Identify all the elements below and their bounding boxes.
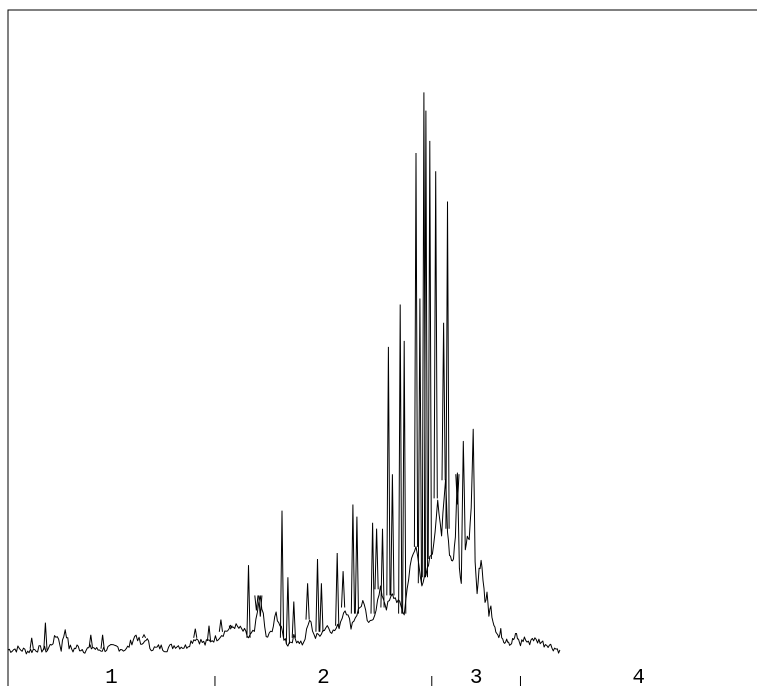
spectrum-peak <box>390 474 395 596</box>
spectrum-peak <box>319 583 324 632</box>
spectrum-trace-group <box>7 92 561 655</box>
spectrum-peak <box>279 510 285 638</box>
spectrum-peak <box>350 504 355 614</box>
plot-frame-line <box>7 9 757 686</box>
spectrum-peak <box>335 552 340 626</box>
spectrum-peak <box>193 628 198 638</box>
spectrum-peak <box>341 571 346 608</box>
spectrum-peak <box>315 558 320 632</box>
spectrum-peak <box>423 110 428 578</box>
spectrum-peak <box>427 140 432 560</box>
spectrum-peak <box>29 637 34 649</box>
spectrum-peak <box>413 152 419 547</box>
region-label: 4 <box>632 667 645 686</box>
region-label: 1 <box>105 667 118 686</box>
spectrum-peak <box>254 595 259 611</box>
plot-frame <box>7 9 757 686</box>
region-label: 2 <box>317 667 330 686</box>
region-label: 3 <box>470 667 483 686</box>
spectrum-peak <box>228 625 233 630</box>
spectrum-peak <box>370 522 375 614</box>
spectrum-peak <box>402 340 407 614</box>
spectrum-peak <box>354 516 359 614</box>
spectrum-peak <box>141 633 147 639</box>
spectrum-peak <box>305 583 310 620</box>
spectrum-peak <box>291 601 296 638</box>
spectrum-peak <box>455 474 460 505</box>
spectrum-peak <box>374 528 379 590</box>
spectrum-peak <box>445 201 450 529</box>
spectrum-peak <box>285 577 290 644</box>
spectrum-peak <box>398 304 403 614</box>
spectrum-peak <box>386 346 391 596</box>
spectrum-peak <box>206 625 212 641</box>
spectrum-peak <box>380 528 385 608</box>
spectrum-peak <box>441 322 446 481</box>
spectrum-trace <box>7 428 561 655</box>
spectrum-peak <box>258 595 263 617</box>
spectrum-peak <box>100 634 105 649</box>
spectrum-peak <box>43 622 48 650</box>
spectrum-peak <box>417 298 422 584</box>
spectrum-peak <box>88 634 93 647</box>
region-labels: 1 2 3 4 <box>105 667 645 686</box>
region-ticks <box>214 676 521 686</box>
spectrum-peak <box>433 171 438 499</box>
spectrum-peak <box>246 565 251 638</box>
spectrum-peak <box>218 619 223 632</box>
